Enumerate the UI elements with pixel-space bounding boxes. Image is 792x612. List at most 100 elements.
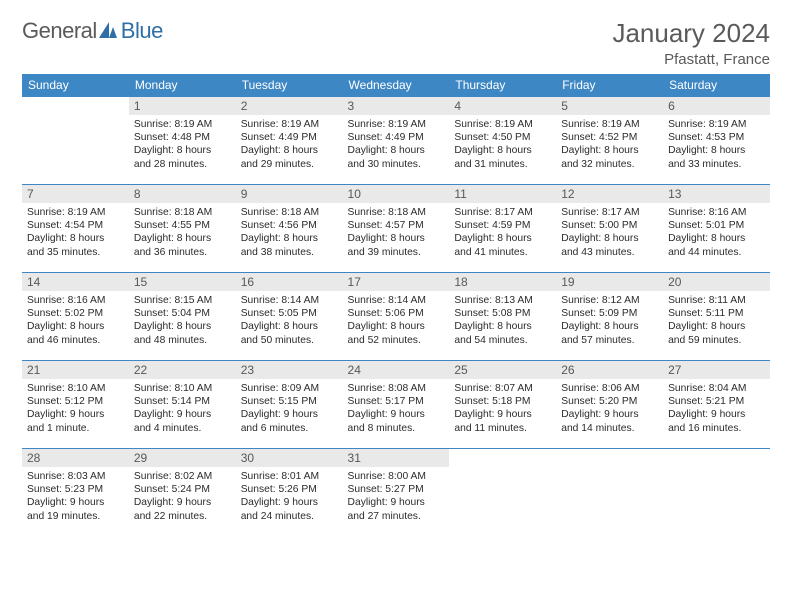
calendar-cell: 7Sunrise: 8:19 AMSunset: 4:54 PMDaylight… (22, 185, 129, 273)
day-number: 22 (129, 361, 236, 379)
calendar-week-row: 28Sunrise: 8:03 AMSunset: 5:23 PMDayligh… (22, 449, 770, 537)
calendar-cell: 27Sunrise: 8:04 AMSunset: 5:21 PMDayligh… (663, 361, 770, 449)
calendar-cell: 29Sunrise: 8:02 AMSunset: 5:24 PMDayligh… (129, 449, 236, 537)
day-details: Sunrise: 8:08 AMSunset: 5:17 PMDaylight:… (343, 379, 450, 439)
calendar-cell: 5Sunrise: 8:19 AMSunset: 4:52 PMDaylight… (556, 97, 663, 185)
day-details: Sunrise: 8:15 AMSunset: 5:04 PMDaylight:… (129, 291, 236, 351)
day-number: 16 (236, 273, 343, 291)
calendar-week-row: 7Sunrise: 8:19 AMSunset: 4:54 PMDaylight… (22, 185, 770, 273)
calendar-cell: 26Sunrise: 8:06 AMSunset: 5:20 PMDayligh… (556, 361, 663, 449)
day-number: 9 (236, 185, 343, 203)
calendar-cell: 3Sunrise: 8:19 AMSunset: 4:49 PMDaylight… (343, 97, 450, 185)
day-number: 6 (663, 97, 770, 115)
calendar-cell: 13Sunrise: 8:16 AMSunset: 5:01 PMDayligh… (663, 185, 770, 273)
day-number: 7 (22, 185, 129, 203)
calendar-week-row: 1Sunrise: 8:19 AMSunset: 4:48 PMDaylight… (22, 97, 770, 185)
title-block: January 2024 Pfastatt, France (612, 18, 770, 68)
day-number: 17 (343, 273, 450, 291)
day-details: Sunrise: 8:19 AMSunset: 4:49 PMDaylight:… (236, 115, 343, 175)
weekday-header: Saturday (663, 74, 770, 97)
logo: General Blue (22, 18, 163, 44)
calendar-cell: 28Sunrise: 8:03 AMSunset: 5:23 PMDayligh… (22, 449, 129, 537)
calendar-cell: 1Sunrise: 8:19 AMSunset: 4:48 PMDaylight… (129, 97, 236, 185)
calendar-cell: 21Sunrise: 8:10 AMSunset: 5:12 PMDayligh… (22, 361, 129, 449)
day-details: Sunrise: 8:19 AMSunset: 4:52 PMDaylight:… (556, 115, 663, 175)
day-number: 10 (343, 185, 450, 203)
day-details: Sunrise: 8:18 AMSunset: 4:57 PMDaylight:… (343, 203, 450, 263)
calendar-cell: 8Sunrise: 8:18 AMSunset: 4:55 PMDaylight… (129, 185, 236, 273)
day-number: 26 (556, 361, 663, 379)
day-number: 1 (129, 97, 236, 115)
day-details: Sunrise: 8:18 AMSunset: 4:55 PMDaylight:… (129, 203, 236, 263)
day-details: Sunrise: 8:04 AMSunset: 5:21 PMDaylight:… (663, 379, 770, 439)
day-details: Sunrise: 8:00 AMSunset: 5:27 PMDaylight:… (343, 467, 450, 527)
day-number: 15 (129, 273, 236, 291)
day-details: Sunrise: 8:16 AMSunset: 5:02 PMDaylight:… (22, 291, 129, 351)
calendar-week-row: 14Sunrise: 8:16 AMSunset: 5:02 PMDayligh… (22, 273, 770, 361)
day-details: Sunrise: 8:17 AMSunset: 5:00 PMDaylight:… (556, 203, 663, 263)
day-number: 23 (236, 361, 343, 379)
calendar-body: 1Sunrise: 8:19 AMSunset: 4:48 PMDaylight… (22, 97, 770, 537)
calendar-cell (449, 449, 556, 537)
day-number: 2 (236, 97, 343, 115)
calendar-cell (556, 449, 663, 537)
calendar-cell: 12Sunrise: 8:17 AMSunset: 5:00 PMDayligh… (556, 185, 663, 273)
calendar-cell: 17Sunrise: 8:14 AMSunset: 5:06 PMDayligh… (343, 273, 450, 361)
day-number: 31 (343, 449, 450, 467)
calendar-cell (22, 97, 129, 185)
day-number: 19 (556, 273, 663, 291)
page-title: January 2024 (612, 18, 770, 49)
day-details: Sunrise: 8:11 AMSunset: 5:11 PMDaylight:… (663, 291, 770, 351)
day-details: Sunrise: 8:19 AMSunset: 4:48 PMDaylight:… (129, 115, 236, 175)
calendar-cell: 9Sunrise: 8:18 AMSunset: 4:56 PMDaylight… (236, 185, 343, 273)
calendar-cell: 14Sunrise: 8:16 AMSunset: 5:02 PMDayligh… (22, 273, 129, 361)
day-number: 25 (449, 361, 556, 379)
calendar-cell: 23Sunrise: 8:09 AMSunset: 5:15 PMDayligh… (236, 361, 343, 449)
calendar-cell: 31Sunrise: 8:00 AMSunset: 5:27 PMDayligh… (343, 449, 450, 537)
day-details: Sunrise: 8:19 AMSunset: 4:54 PMDaylight:… (22, 203, 129, 263)
calendar-cell: 6Sunrise: 8:19 AMSunset: 4:53 PMDaylight… (663, 97, 770, 185)
calendar-cell: 15Sunrise: 8:15 AMSunset: 5:04 PMDayligh… (129, 273, 236, 361)
calendar-cell: 2Sunrise: 8:19 AMSunset: 4:49 PMDaylight… (236, 97, 343, 185)
day-details: Sunrise: 8:19 AMSunset: 4:50 PMDaylight:… (449, 115, 556, 175)
day-number: 8 (129, 185, 236, 203)
calendar-table: SundayMondayTuesdayWednesdayThursdayFrid… (22, 74, 770, 537)
weekday-header: Wednesday (343, 74, 450, 97)
day-number: 4 (449, 97, 556, 115)
day-number: 27 (663, 361, 770, 379)
day-details: Sunrise: 8:02 AMSunset: 5:24 PMDaylight:… (129, 467, 236, 527)
day-details: Sunrise: 8:13 AMSunset: 5:08 PMDaylight:… (449, 291, 556, 351)
weekday-header: Thursday (449, 74, 556, 97)
day-details: Sunrise: 8:19 AMSunset: 4:49 PMDaylight:… (343, 115, 450, 175)
day-number: 12 (556, 185, 663, 203)
day-number: 20 (663, 273, 770, 291)
calendar-week-row: 21Sunrise: 8:10 AMSunset: 5:12 PMDayligh… (22, 361, 770, 449)
weekday-header: Friday (556, 74, 663, 97)
day-number: 28 (22, 449, 129, 467)
calendar-cell: 19Sunrise: 8:12 AMSunset: 5:09 PMDayligh… (556, 273, 663, 361)
day-details: Sunrise: 8:01 AMSunset: 5:26 PMDaylight:… (236, 467, 343, 527)
day-details: Sunrise: 8:09 AMSunset: 5:15 PMDaylight:… (236, 379, 343, 439)
calendar-cell: 24Sunrise: 8:08 AMSunset: 5:17 PMDayligh… (343, 361, 450, 449)
day-number: 29 (129, 449, 236, 467)
logo-text-a: General (22, 18, 97, 44)
calendar-cell: 11Sunrise: 8:17 AMSunset: 4:59 PMDayligh… (449, 185, 556, 273)
day-details: Sunrise: 8:07 AMSunset: 5:18 PMDaylight:… (449, 379, 556, 439)
day-number: 21 (22, 361, 129, 379)
day-details: Sunrise: 8:10 AMSunset: 5:12 PMDaylight:… (22, 379, 129, 439)
calendar-cell: 10Sunrise: 8:18 AMSunset: 4:57 PMDayligh… (343, 185, 450, 273)
day-details: Sunrise: 8:17 AMSunset: 4:59 PMDaylight:… (449, 203, 556, 263)
day-details: Sunrise: 8:10 AMSunset: 5:14 PMDaylight:… (129, 379, 236, 439)
day-details: Sunrise: 8:19 AMSunset: 4:53 PMDaylight:… (663, 115, 770, 175)
day-number: 3 (343, 97, 450, 115)
calendar-cell: 25Sunrise: 8:07 AMSunset: 5:18 PMDayligh… (449, 361, 556, 449)
calendar-cell: 4Sunrise: 8:19 AMSunset: 4:50 PMDaylight… (449, 97, 556, 185)
day-number: 11 (449, 185, 556, 203)
day-details: Sunrise: 8:16 AMSunset: 5:01 PMDaylight:… (663, 203, 770, 263)
day-number: 14 (22, 273, 129, 291)
day-number: 30 (236, 449, 343, 467)
header: General Blue January 2024 Pfastatt, Fran… (22, 18, 770, 68)
day-number: 5 (556, 97, 663, 115)
day-number: 24 (343, 361, 450, 379)
calendar-cell: 22Sunrise: 8:10 AMSunset: 5:14 PMDayligh… (129, 361, 236, 449)
